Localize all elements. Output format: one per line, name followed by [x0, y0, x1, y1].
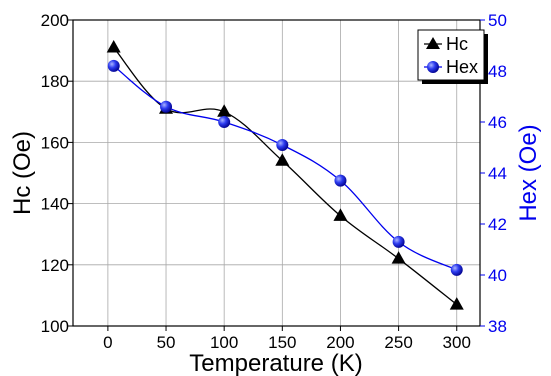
- data-point-hex: [450, 263, 463, 276]
- data-point-hc: [106, 40, 121, 53]
- x-tick-label: 100: [210, 333, 238, 352]
- data-point-hc: [217, 104, 232, 117]
- series-line-hc: [113, 47, 458, 306]
- y-left-tick-label: 180: [41, 72, 69, 91]
- data-point-hex: [218, 116, 231, 128]
- legend-marker-hex: [427, 61, 439, 73]
- data-point-hex: [107, 59, 120, 72]
- data-point-hex: [334, 174, 347, 187]
- data-point-hex: [160, 100, 173, 113]
- y-right-tick-label: 40: [488, 266, 507, 285]
- legend-label-hc: Hc: [446, 34, 468, 54]
- data-point-hc: [391, 251, 406, 264]
- tick-labels: 0 50 100 150 200 250 300 100 120 140 160 180 200 38 40…: [41, 11, 507, 352]
- legend-marker-hc: [426, 37, 440, 49]
- y-left-tick-label: 120: [41, 256, 69, 275]
- x-tick-label: 200: [326, 333, 354, 352]
- x-tick-label: 150: [268, 333, 296, 352]
- series-layer: [106, 40, 464, 310]
- legend-box: [417, 29, 485, 81]
- axis-ticks: [68, 19, 485, 331]
- y-left-tick-label: 140: [41, 195, 69, 214]
- x-tick-label: 300: [443, 333, 471, 352]
- y-left-tick-label: 200: [41, 11, 69, 30]
- data-point-hc: [333, 208, 348, 221]
- x-axis-label: Temperature (K): [189, 350, 362, 376]
- legend: Hc Hex: [417, 29, 488, 84]
- y-right-tick-label: 46: [488, 113, 507, 132]
- y-axis-left-label: Hc (Oe): [9, 131, 36, 215]
- x-tick-label: 50: [157, 333, 176, 352]
- data-point-hex: [276, 138, 289, 151]
- x-tick-label: 250: [384, 333, 412, 352]
- data-point-hc: [275, 153, 290, 166]
- y-left-tick-label: 160: [41, 133, 69, 152]
- data-point-hex: [392, 235, 405, 248]
- series-line-hex: [113, 65, 458, 271]
- y-right-tick-label: 42: [488, 215, 507, 234]
- legend-label-hex: Hex: [446, 57, 478, 77]
- y-axis-right-label: Hex (Oe): [515, 124, 542, 221]
- y-right-tick-label: 48: [488, 62, 507, 81]
- y-right-tick-label: 44: [488, 164, 507, 183]
- x-tick-label: 0: [103, 333, 112, 352]
- y-right-tick-label: 50: [488, 11, 507, 30]
- y-left-tick-label: 100: [41, 317, 69, 336]
- y-right-tick-label: 38: [488, 317, 507, 336]
- data-point-hc: [449, 297, 464, 310]
